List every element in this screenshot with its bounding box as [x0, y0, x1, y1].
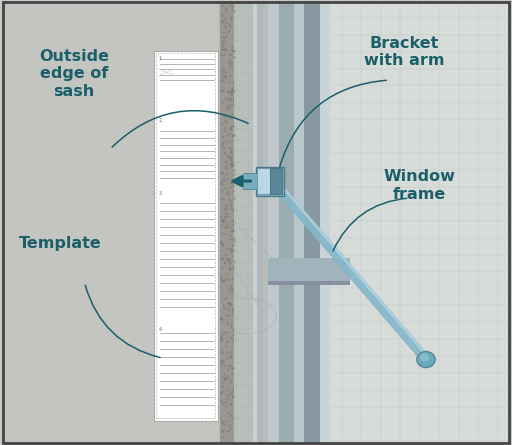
- Bar: [268, 281, 350, 285]
- Bar: [268, 2, 279, 443]
- Bar: [317, 2, 509, 443]
- Text: Template: Template: [19, 236, 102, 251]
- Bar: [279, 2, 294, 443]
- Text: Window
frame: Window frame: [384, 169, 456, 202]
- Bar: [253, 2, 263, 443]
- Bar: [218, 2, 320, 443]
- Text: 4.: 4.: [159, 327, 163, 332]
- Text: 3.: 3.: [159, 191, 163, 196]
- Bar: [256, 167, 284, 196]
- Circle shape: [417, 352, 435, 368]
- Bar: [257, 168, 270, 194]
- Bar: [154, 51, 218, 421]
- Bar: [156, 53, 215, 418]
- Bar: [253, 2, 257, 443]
- Bar: [3, 2, 220, 443]
- Bar: [320, 2, 330, 443]
- Bar: [268, 258, 350, 285]
- Bar: [243, 173, 258, 189]
- Bar: [304, 2, 320, 443]
- Text: 2.: 2.: [159, 118, 163, 123]
- Text: Outside
edge of
sash: Outside edge of sash: [39, 49, 109, 99]
- Bar: [294, 2, 304, 443]
- Text: Bracket
with arm: Bracket with arm: [364, 36, 445, 68]
- Bar: [220, 2, 234, 443]
- Circle shape: [420, 353, 429, 361]
- Text: 1.: 1.: [159, 56, 163, 61]
- Bar: [269, 168, 282, 194]
